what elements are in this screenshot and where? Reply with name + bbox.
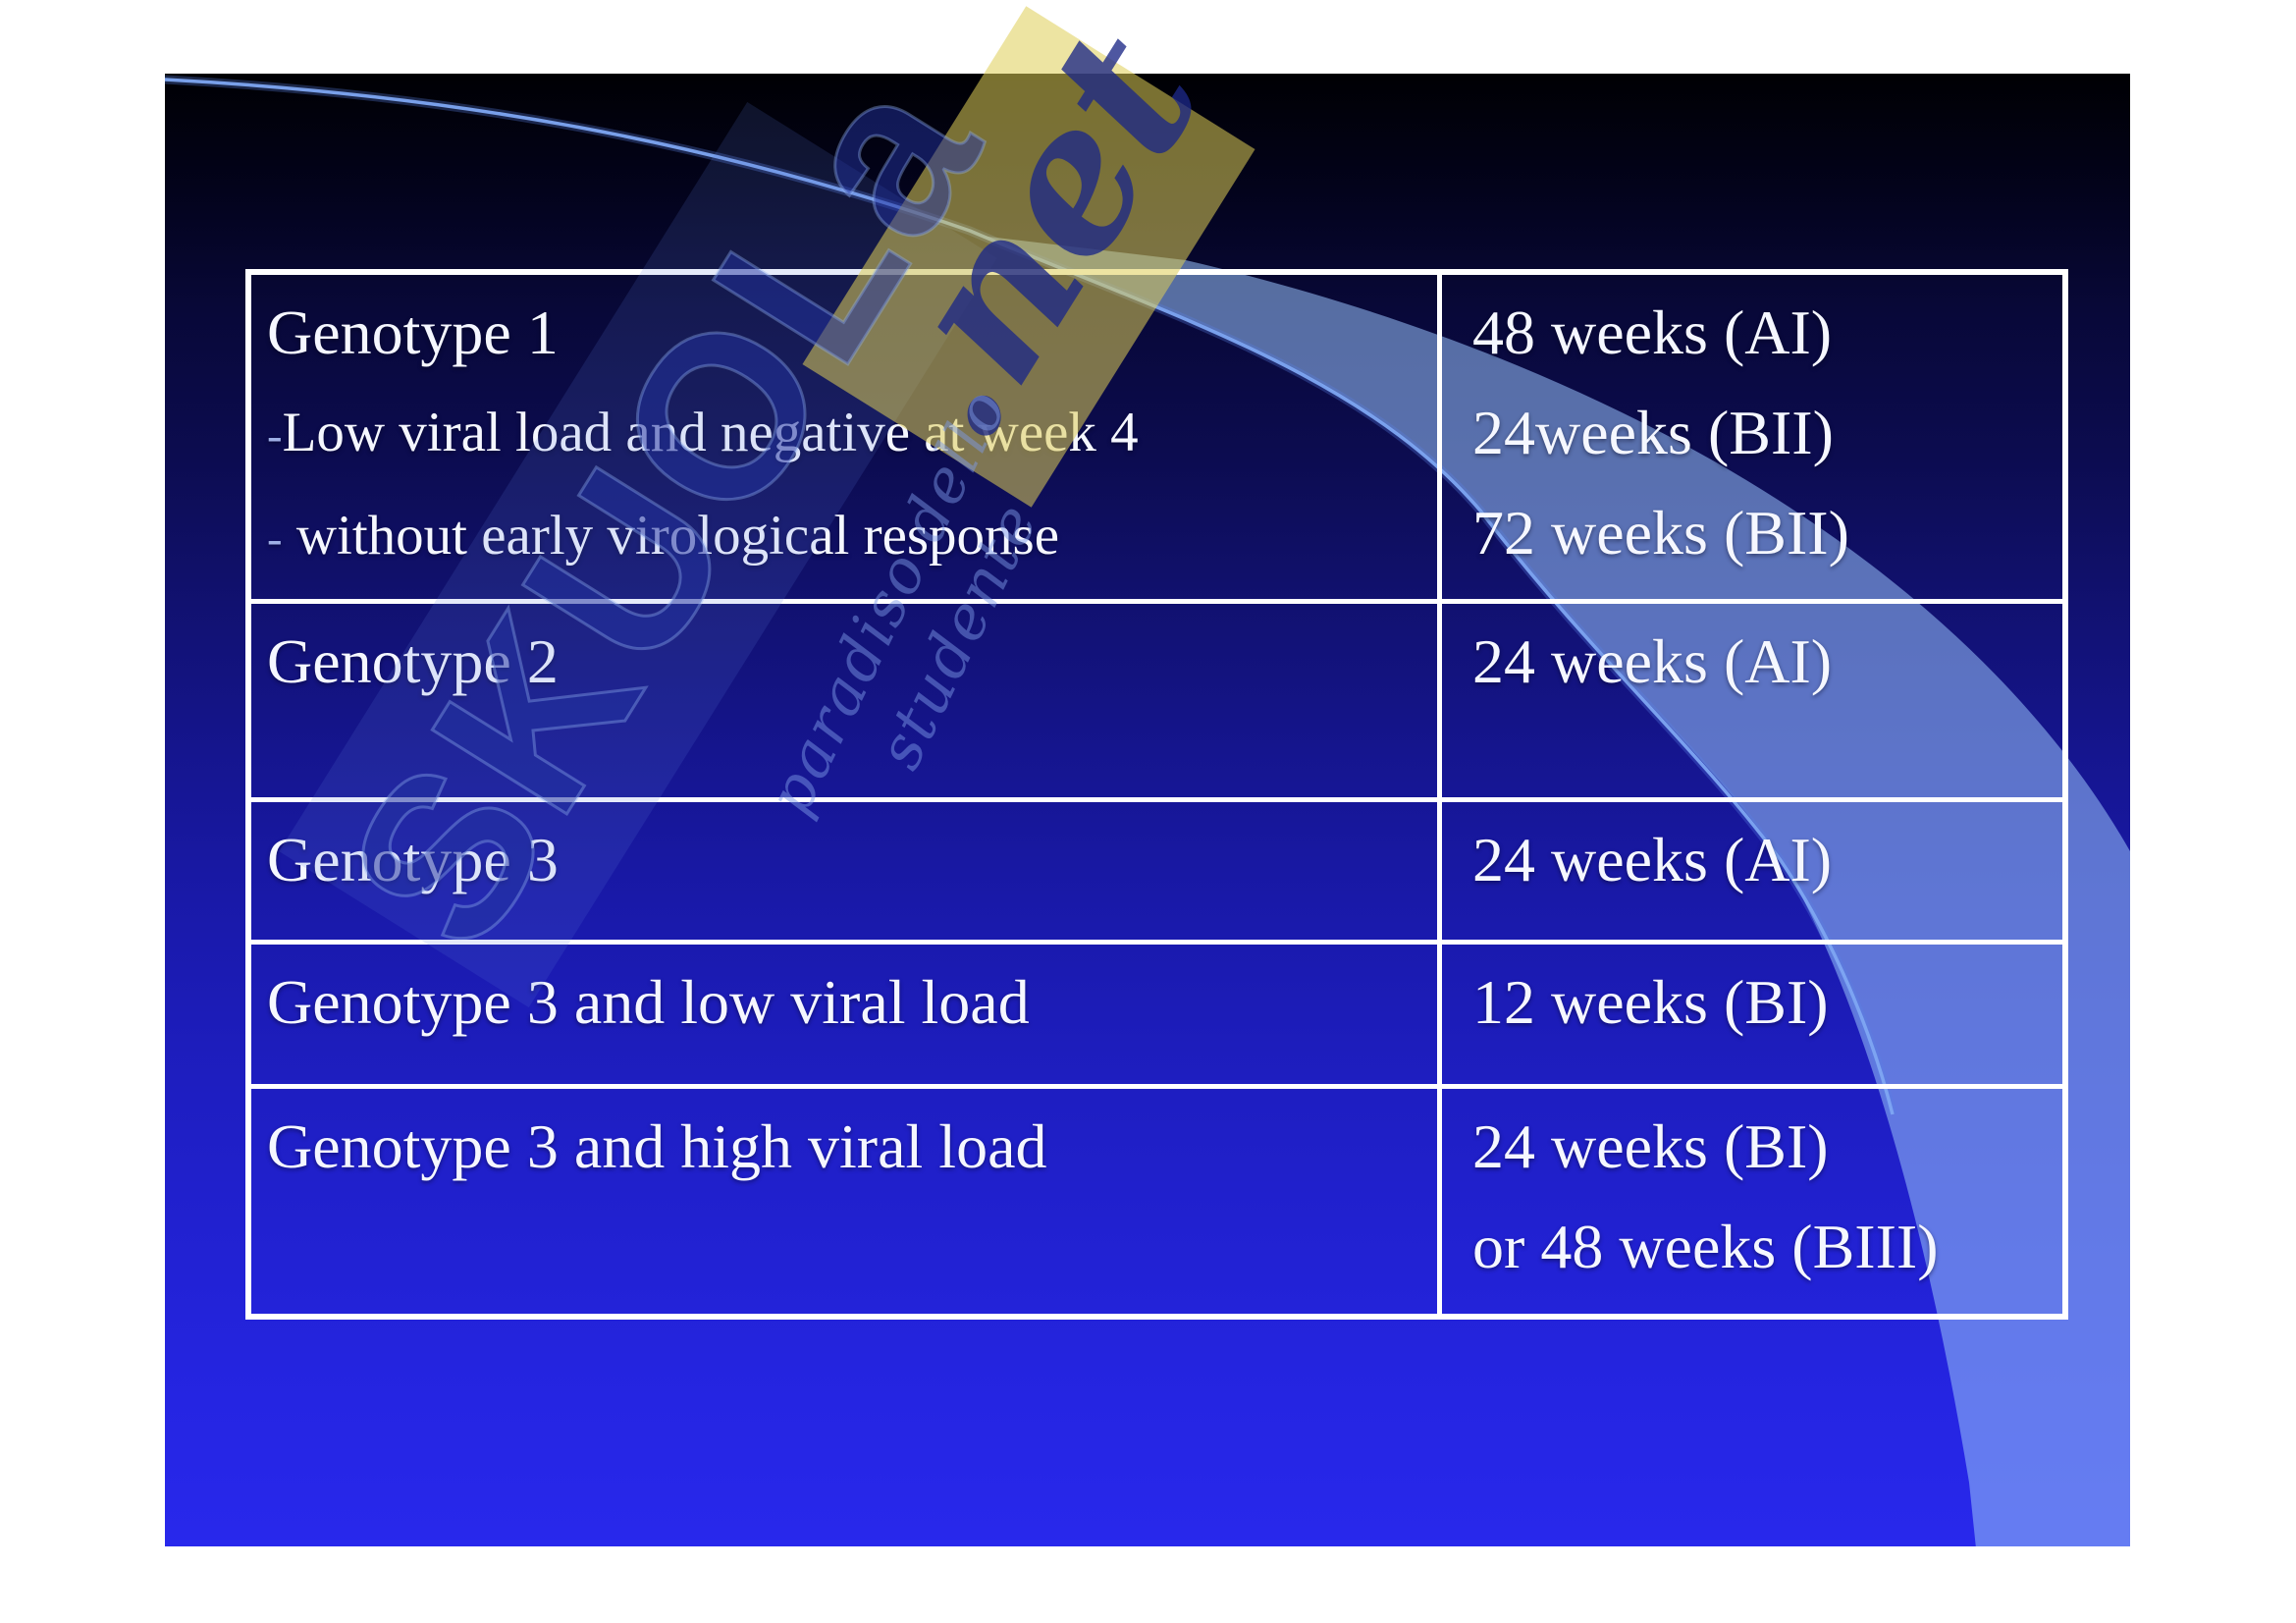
genotype-title: Genotype 3 and high viral load <box>267 1111 1047 1181</box>
duration-line: 24weeks (BII) <box>1472 398 1834 467</box>
slide-canvas: Genotype 1 -Low viral load and negative … <box>165 74 2130 1546</box>
genotype-title: Genotype 1 <box>267 298 559 367</box>
swoosh-shape <box>980 236 2130 1546</box>
genotype-cell: Genotype 3 <box>251 797 1442 940</box>
bullet-dash: - <box>267 514 283 565</box>
background-decoration <box>165 75 2130 1546</box>
duration-cell: 12 weeks (BI) <box>1442 940 2062 1084</box>
genotype-cell: Genotype 3 and low viral load <box>251 940 1442 1084</box>
bullet-text: Low viral load and negative at week 4 <box>282 402 1139 463</box>
duration-cell: 24 weeks (BI) or 48 weeks (BIII) <box>1442 1084 2062 1314</box>
arc-line <box>165 78 1895 1115</box>
duration-cell: 24 weeks (AI) <box>1442 797 2062 940</box>
genotype-cell: Genotype 1 -Low viral load and negative … <box>251 275 1442 599</box>
genotype-table: Genotype 1 -Low viral load and negative … <box>245 269 2068 1320</box>
duration-line: 48 weeks (AI) <box>1472 298 1833 367</box>
genotype-cell: Genotype 2 <box>251 599 1442 797</box>
genotype-title: Genotype 3 <box>267 825 559 894</box>
genotype-bullet: - without early virological response <box>267 486 1419 589</box>
duration-line: 24 weeks (AI) <box>1472 626 1833 696</box>
genotype-bullet: -Low viral load and negative at week 4 <box>267 383 1419 486</box>
genotype-cell: Genotype 3 and high viral load <box>251 1084 1442 1314</box>
duration-line: 12 weeks (BI) <box>1472 967 1829 1037</box>
duration-line: 72 weeks (BII) <box>1472 498 1849 568</box>
duration-line: or 48 weeks (BIII) <box>1472 1212 1939 1281</box>
bullet-dash: - <box>267 410 283 461</box>
bullet-text: without early virological response <box>282 505 1060 567</box>
genotype-title: Genotype 3 and low viral load <box>267 967 1030 1037</box>
genotype-title: Genotype 2 <box>267 626 559 696</box>
duration-line: 24 weeks (BI) <box>1472 1111 1829 1181</box>
duration-cell: 48 weeks (AI) 24weeks (BII) 72 weeks (BII) <box>1442 275 2062 599</box>
duration-line: 24 weeks (AI) <box>1472 825 1833 894</box>
duration-cell: 24 weeks (AI) <box>1442 599 2062 797</box>
